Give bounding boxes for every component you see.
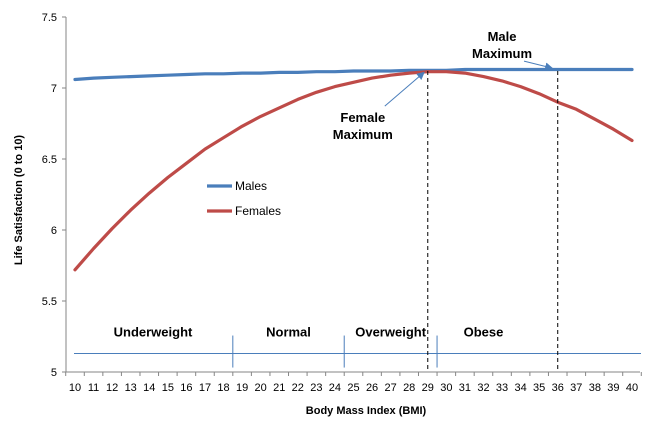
female-max-label: Maximum xyxy=(333,127,393,142)
series-line-females xyxy=(73,70,634,272)
y-tick-label: 7.5 xyxy=(42,12,57,24)
x-tick-label: 11 xyxy=(88,382,99,394)
male-max-arrow xyxy=(523,60,554,71)
axes xyxy=(65,17,640,373)
x-tick-label: 12 xyxy=(106,382,118,394)
category-label-underweight: Underweight xyxy=(114,325,193,340)
x-axis-title: Body Mass Index (BMI) xyxy=(306,405,427,417)
x-tick-label: 38 xyxy=(589,382,601,394)
x-tick-label: 31 xyxy=(459,382,471,394)
x-tick-label: 15 xyxy=(162,382,174,394)
x-tick-label: 32 xyxy=(477,382,489,394)
x-tick-label: 29 xyxy=(422,382,434,394)
x-tick-label: 20 xyxy=(255,382,267,394)
x-tick-label: 18 xyxy=(217,382,229,394)
y-axis-ticks: 5 5.5 6 6.5 7 7.5 xyxy=(42,12,66,379)
x-tick-label: 21 xyxy=(273,382,285,394)
x-tick-label: 23 xyxy=(310,382,322,394)
x-tick-label: 26 xyxy=(366,382,378,394)
x-tick-label: 22 xyxy=(292,382,304,394)
male-max-label: Male xyxy=(488,29,517,44)
x-tick-label: 14 xyxy=(143,382,155,394)
bmi-category-band: Underweight Normal Overweight Obese xyxy=(74,325,641,368)
x-tick-label: 37 xyxy=(570,382,582,394)
x-tick-label: 16 xyxy=(180,382,192,394)
y-tick-label: 6 xyxy=(51,225,57,237)
y-tick-label: 6.5 xyxy=(42,154,57,166)
x-tick-label: 25 xyxy=(347,382,359,394)
x-tick-label: 13 xyxy=(125,382,137,394)
x-tick-label: 28 xyxy=(403,382,415,394)
annotations: Female Maximum Male Maximum xyxy=(333,29,559,372)
x-tick-label: 27 xyxy=(385,382,397,394)
x-tick-label: 19 xyxy=(236,382,248,394)
category-label-overweight: Overweight xyxy=(355,325,426,340)
x-tick-label: 30 xyxy=(440,382,452,394)
x-tick-label: 17 xyxy=(199,382,211,394)
x-tick-label: 10 xyxy=(69,382,81,394)
category-label-normal: Normal xyxy=(266,325,311,340)
series-lines xyxy=(73,67,634,272)
female-max-label: Female xyxy=(340,110,385,125)
legend: Males Females xyxy=(207,179,281,218)
x-tick-label: 39 xyxy=(607,382,619,394)
y-axis-title: Life Satisfaction (0 to 10) xyxy=(13,135,25,266)
legend-label-females: Females xyxy=(235,204,281,218)
category-label-obese: Obese xyxy=(464,325,504,340)
series-line-males xyxy=(73,67,634,82)
x-tick-label: 40 xyxy=(626,382,638,394)
female-max-arrow xyxy=(384,71,425,107)
x-tick-label: 34 xyxy=(514,382,526,394)
x-tick-label: 24 xyxy=(329,382,341,394)
male-max-label: Maximum xyxy=(472,46,532,61)
y-tick-label: 7 xyxy=(51,83,57,95)
y-tick-label: 5 xyxy=(51,367,57,379)
x-axis-ticks: 10 11 12 13 14 15 16 17 18 19 20 21 22 23 24 25 26 27 28 29… xyxy=(65,372,642,394)
x-tick-label: 35 xyxy=(533,382,545,394)
y-tick-label: 5.5 xyxy=(42,296,57,308)
x-tick-label: 33 xyxy=(496,382,508,394)
legend-label-males: Males xyxy=(235,179,267,193)
x-tick-label: 36 xyxy=(552,382,564,394)
